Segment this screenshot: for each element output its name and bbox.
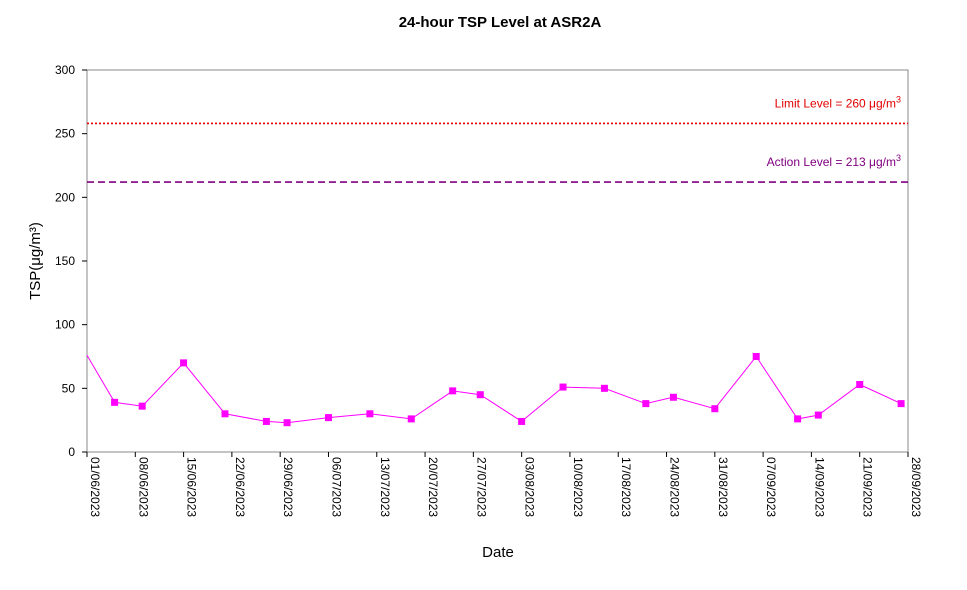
chart-title: 24-hour TSP Level at ASR2A [399,14,602,31]
x-tick-label: 15/06/2023 [185,457,199,517]
y-tick-label: 250 [55,127,75,141]
x-axis: 01/06/2023 08/06/2023 15/06/2023 22/06/2023… [86,452,923,517]
x-tick-label: 10/08/2023 [571,457,585,517]
data-point [897,400,905,408]
x-tick-label: 03/08/2023 [523,457,537,517]
data-point [856,381,864,389]
data-point [794,415,802,423]
y-tick-label: 100 [55,318,75,332]
data-point [366,410,374,418]
x-tick-label: 21/09/2023 [861,457,875,517]
x-tick-label: 28/09/2023 [909,457,923,517]
data-point [476,391,484,399]
series-line [86,354,902,424]
data-point [642,400,650,408]
y-tick-label: 50 [62,381,76,395]
x-tick-label: 14/09/2023 [812,457,826,517]
x-tick-label: 29/06/2023 [281,457,295,517]
x-tick-label: 27/07/2023 [474,457,488,517]
series-tsp [86,353,905,427]
x-tick-label: 17/08/2023 [619,457,633,517]
data-point [600,384,608,392]
x-tick-label: 22/06/2023 [233,457,247,517]
x-tick-label: 13/07/2023 [378,457,392,517]
data-point [518,417,526,425]
data-point [138,402,146,410]
y-axis-label: TSP(μg/m³) [27,222,44,300]
x-tick-label: 24/08/2023 [668,457,682,517]
data-point [669,393,677,401]
x-tick-label: 01/06/2023 [88,457,102,517]
x-tick-label: 20/07/2023 [426,457,440,517]
data-point [283,419,291,427]
reference-lines: Limit Level = 260 μg/m3 Action Level = 21… [87,94,908,183]
x-tick-label: 06/07/2023 [329,457,343,517]
data-point [449,387,457,395]
x-axis-label: Date [482,544,514,561]
y-tick-label: 0 [68,445,75,459]
reference-line-label: Action Level = 213 μg/m3 [767,153,901,169]
x-tick-label: 08/06/2023 [136,457,150,517]
data-point [407,415,415,423]
y-axis: 0 50 100 150 200 250 300 [55,63,87,459]
data-point [180,359,188,367]
data-point [559,383,567,391]
data-point [752,353,760,360]
data-point [221,410,229,418]
reference-line-label: Limit Level = 260 μg/m3 [775,94,901,110]
data-point [324,414,332,422]
data-point [111,398,119,406]
plot-area-frame [86,69,909,453]
y-tick-label: 200 [55,190,75,204]
x-tick-label: 31/08/2023 [716,457,730,517]
data-point [262,417,270,425]
x-tick-label: 07/09/2023 [764,457,778,517]
data-point [711,405,719,413]
y-tick-label: 150 [55,254,75,268]
data-point [814,411,822,419]
y-tick-label: 300 [55,63,75,77]
